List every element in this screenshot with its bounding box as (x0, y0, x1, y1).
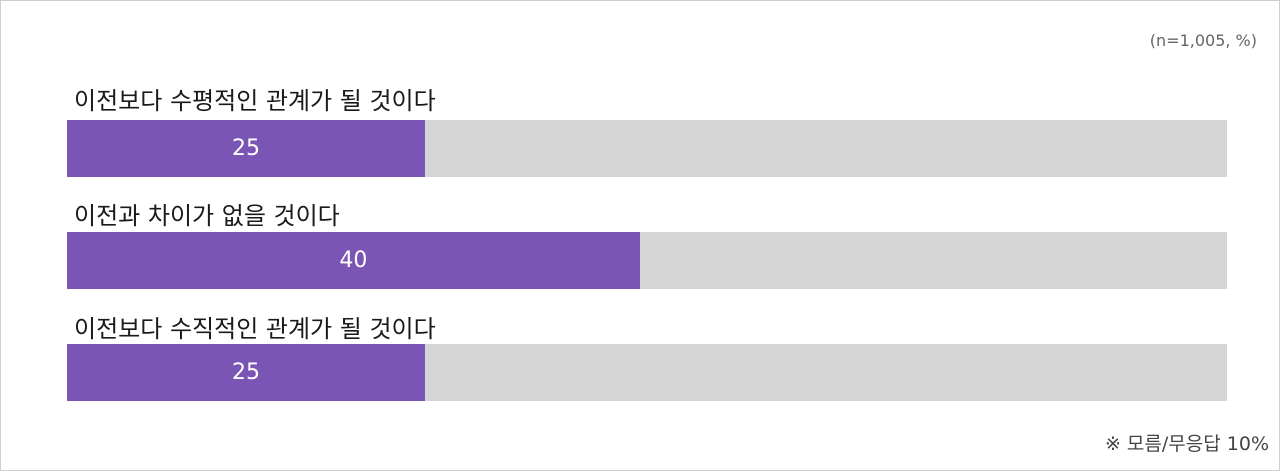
bar-track: 25 (67, 344, 1227, 401)
bar-value-label: 25 (232, 136, 260, 161)
category-label: 이전보다 수직적인 관계가 될 것이다 (74, 315, 436, 343)
footnote: ※ 모름/무응답 10% (1104, 433, 1269, 455)
bar-track: 40 (67, 232, 1227, 289)
bar (67, 232, 640, 289)
sample-size-note: (n=1,005, %) (1149, 31, 1257, 50)
bar-value-label: 25 (232, 360, 260, 385)
bar-track: 25 (67, 120, 1227, 177)
bar-value-label: 40 (339, 248, 368, 273)
category-label: 이전보다 수평적인 관계가 될 것이다 (74, 87, 436, 115)
bar (67, 344, 426, 401)
category-label: 이전과 차이가 없을 것이다 (74, 202, 340, 230)
bar (67, 120, 426, 177)
